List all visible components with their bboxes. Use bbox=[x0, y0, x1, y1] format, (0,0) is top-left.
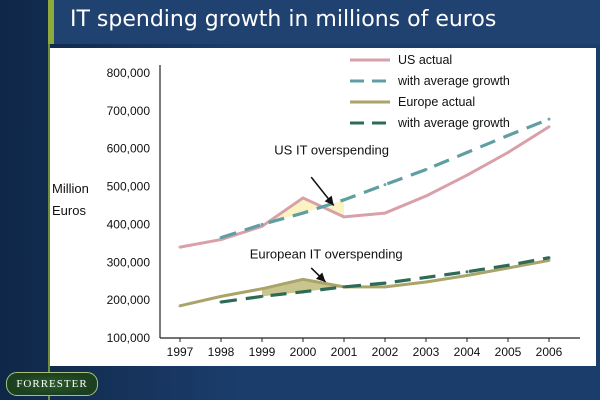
x-tick-label: 2002 bbox=[372, 345, 399, 359]
annotation-arrow-head bbox=[315, 272, 326, 282]
data-point bbox=[301, 211, 305, 215]
data-point bbox=[301, 290, 305, 294]
data-point bbox=[465, 270, 469, 274]
y-tick-label: 400,000 bbox=[107, 217, 151, 231]
data-point bbox=[383, 281, 387, 285]
forrester-logo: FORRESTER bbox=[6, 372, 98, 396]
data-point bbox=[219, 300, 223, 304]
x-tick-label: 2005 bbox=[495, 345, 522, 359]
x-tick-label: 1997 bbox=[167, 345, 194, 359]
data-point bbox=[342, 285, 346, 289]
y-tick-label: 700,000 bbox=[107, 104, 151, 118]
annotation-label: European IT overspending bbox=[250, 247, 403, 262]
data-point bbox=[178, 245, 182, 249]
data-point bbox=[260, 287, 264, 291]
data-point bbox=[424, 280, 428, 284]
data-point bbox=[424, 168, 428, 172]
data-point bbox=[506, 151, 510, 154]
y-axis-label: Million bbox=[52, 181, 89, 196]
data-point bbox=[424, 194, 428, 198]
series-line-2 bbox=[220, 117, 550, 240]
data-point bbox=[465, 274, 469, 278]
legend-entry: Europe actual bbox=[398, 95, 475, 109]
series-line-1 bbox=[179, 125, 550, 249]
annotation-label: US IT overspending bbox=[274, 142, 389, 157]
y-tick-label: 800,000 bbox=[107, 66, 151, 80]
data-point bbox=[465, 151, 469, 154]
data-point bbox=[506, 133, 510, 137]
x-tick-label: 1999 bbox=[249, 345, 276, 359]
data-point bbox=[178, 304, 182, 308]
slide-left-rule bbox=[48, 0, 50, 400]
slide-title: IT spending growth in millions of euros bbox=[70, 7, 497, 32]
legend-entry: US actual bbox=[398, 53, 452, 67]
x-tick-label: 2000 bbox=[290, 345, 317, 359]
line-chart: 800,000 700,000 600,000 500,000 400,000 300,0… bbox=[52, 53, 580, 359]
y-tick-label: 600,000 bbox=[107, 142, 151, 156]
x-tick-label: 2006 bbox=[536, 345, 563, 359]
data-point bbox=[547, 256, 551, 260]
data-point bbox=[506, 263, 510, 267]
data-point bbox=[547, 258, 551, 262]
data-point bbox=[506, 266, 510, 270]
data-point bbox=[342, 198, 346, 202]
y-axis-label: Euros bbox=[52, 203, 86, 218]
y-tick-label: 100,000 bbox=[107, 331, 151, 345]
data-point bbox=[383, 211, 387, 215]
data-point bbox=[260, 294, 264, 298]
data-point bbox=[301, 196, 305, 200]
data-point bbox=[219, 236, 223, 240]
x-tick-label: 1998 bbox=[208, 345, 235, 359]
x-tick-label: 2003 bbox=[413, 345, 440, 359]
data-point bbox=[219, 294, 223, 298]
data-point bbox=[301, 277, 305, 281]
legend-entry: with average growth bbox=[397, 74, 510, 88]
annotation-arrow-head bbox=[324, 195, 334, 206]
legend-entry: with average growth bbox=[397, 116, 510, 130]
x-tick-label: 2001 bbox=[331, 345, 358, 359]
title-bar: IT spending growth in millions of euros bbox=[48, 0, 600, 44]
chart-panel: 800,000 700,000 600,000 500,000 400,000 300,0… bbox=[50, 48, 596, 366]
data-point bbox=[383, 183, 387, 187]
data-point bbox=[424, 275, 428, 279]
x-tick-label: 2004 bbox=[454, 345, 481, 359]
data-point bbox=[465, 173, 469, 177]
data-point bbox=[342, 215, 346, 219]
data-point bbox=[547, 117, 551, 121]
series-line-3 bbox=[179, 258, 550, 308]
y-tick-label: 200,000 bbox=[107, 293, 151, 307]
data-point bbox=[260, 222, 264, 226]
y-tick-label: 300,000 bbox=[107, 255, 151, 269]
data-point bbox=[547, 125, 551, 129]
y-tick-label: 500,000 bbox=[107, 180, 151, 194]
data-point bbox=[383, 285, 387, 289]
